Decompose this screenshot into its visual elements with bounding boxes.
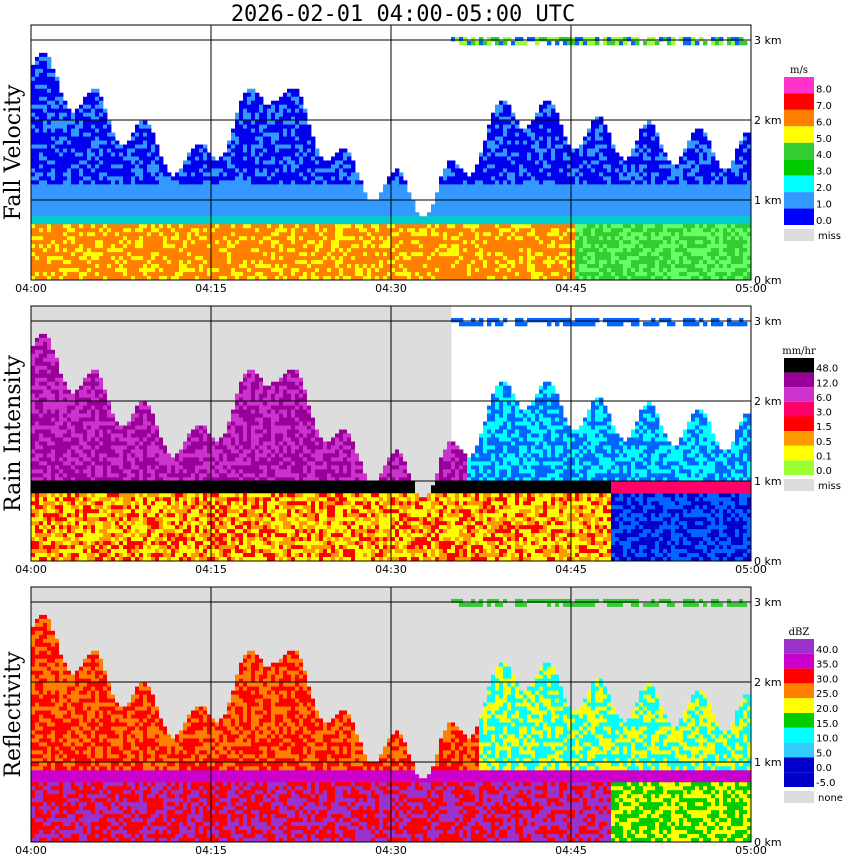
colorbar-swatch — [784, 110, 814, 126]
y-tick-label: 3 km — [754, 596, 782, 609]
colorbar-swatch — [784, 402, 814, 417]
colorbar-label: 15.0 — [816, 719, 838, 730]
colorbar-swatch — [784, 387, 814, 402]
figure-title: 2026-02-01 04:00-05:00 UTC — [231, 2, 575, 27]
y-tick-label: 1 km — [754, 194, 782, 207]
colorbar-label: 48.0 — [816, 364, 838, 375]
panel-1: 04:00 04:15 04:30 04:45 05:000 km1 km2 km3 k… — [1, 306, 841, 576]
colorbar-label: 8.0 — [816, 84, 832, 95]
colorbar-swatch — [784, 698, 814, 713]
x-tick-label: 04:00 — [15, 282, 47, 295]
colorbar-missing-swatch — [784, 479, 814, 491]
colorbar-label: 5.0 — [816, 748, 832, 759]
colorbar-label: 30.0 — [816, 674, 838, 685]
y-tick-label: 1 km — [754, 475, 782, 488]
colorbar-label: 5.0 — [816, 134, 832, 145]
colorbar-swatch — [784, 772, 814, 787]
colorbar-swatch — [784, 654, 814, 669]
colorbar-swatch — [784, 176, 814, 192]
colorbar-label: 20.0 — [816, 704, 838, 715]
colorbar-swatch — [784, 358, 814, 373]
colorbar-label: 0.0 — [816, 216, 832, 227]
y-axis-label: Rain Intensity — [1, 354, 26, 511]
colorbar-swatch — [784, 192, 814, 208]
colorbar-swatch — [784, 446, 814, 461]
colorbar-swatch — [784, 728, 814, 743]
colorbar-missing-swatch — [784, 229, 814, 241]
x-tick-label: 04:15 — [195, 563, 227, 576]
colorbar-label: 25.0 — [816, 689, 838, 700]
colorbar-label: 7.0 — [816, 101, 832, 112]
colorbar-swatch — [784, 77, 814, 93]
colorbar-swatch — [784, 743, 814, 758]
x-tick-label: 04:30 — [375, 844, 407, 857]
x-tick-label: 04:45 — [555, 282, 587, 295]
y-axis-label: Reflectivity — [1, 651, 26, 778]
y-tick-label: 0 km — [754, 274, 782, 287]
colorbar-label: 1.5 — [816, 422, 832, 433]
colorbar-label: -5.0 — [816, 778, 836, 789]
colorbar-unit: dBZ — [789, 627, 810, 638]
colorbar-label: 40.0 — [816, 645, 838, 656]
colorbar-swatch — [784, 373, 814, 388]
colorbar-missing-label: none — [818, 793, 843, 804]
colorbar-label: 0.1 — [816, 451, 832, 462]
colorbar-label: 0.5 — [816, 437, 832, 448]
colorbar-swatch — [784, 126, 814, 142]
colorbar-label: 4.0 — [816, 150, 832, 161]
y-tick-label: 2 km — [754, 114, 782, 127]
x-tick-label: 04:30 — [375, 282, 407, 295]
y-tick-label: 2 km — [754, 676, 782, 689]
colorbar-swatch — [784, 159, 814, 175]
colorbar-missing-label: miss — [818, 481, 841, 492]
y-tick-label: 1 km — [754, 756, 782, 769]
colorbar-swatch — [784, 757, 814, 772]
y-tick-label: 2 km — [754, 395, 782, 408]
y-tick-label: 3 km — [754, 315, 782, 328]
panel-0: 04:00 04:15 04:30 04:45 05:000 km1 km2 km3 k… — [1, 25, 841, 295]
colorbar-swatch — [784, 431, 814, 446]
colorbar-label: 35.0 — [816, 660, 838, 671]
x-tick-label: 04:15 — [195, 282, 227, 295]
x-tick-label: 04:00 — [15, 563, 47, 576]
colorbar-swatch — [784, 683, 814, 698]
x-tick-label: 04:45 — [555, 844, 587, 857]
y-tick-label: 0 km — [754, 555, 782, 568]
y-tick-label: 3 km — [754, 34, 782, 47]
colorbar-swatch — [784, 209, 814, 225]
colorbar-label: 0.0 — [816, 763, 832, 774]
colorbar-swatch — [784, 639, 814, 654]
colorbar-label: 1.0 — [816, 200, 832, 211]
colorbar-unit: m/s — [790, 65, 808, 76]
colorbar-swatch — [784, 93, 814, 109]
colorbar-missing-swatch — [784, 791, 814, 803]
colorbar-label: 3.0 — [816, 408, 832, 419]
colorbar-label: 3.0 — [816, 167, 832, 178]
panel-2: 04:00 04:15 04:30 04:45 05:000 km1 km2 km3 k… — [1, 587, 843, 857]
colorbar-label: 12.0 — [816, 378, 838, 389]
colorbar-swatch — [784, 713, 814, 728]
y-axis-label: Fall Velocity — [1, 84, 26, 220]
colorbar-label: 6.0 — [816, 117, 832, 128]
x-tick-label: 04:00 — [15, 844, 47, 857]
colorbar-swatch — [784, 460, 814, 475]
colorbar-label: 6.0 — [816, 393, 832, 404]
x-tick-label: 04:30 — [375, 563, 407, 576]
x-tick-label: 04:45 — [555, 563, 587, 576]
x-tick-label: 04:15 — [195, 844, 227, 857]
colorbar-label: 2.0 — [816, 183, 832, 194]
y-tick-label: 0 km — [754, 836, 782, 849]
colorbar-label: 10.0 — [816, 734, 838, 745]
colorbar-swatch — [784, 417, 814, 432]
colorbar-unit: mm/hr — [782, 346, 816, 357]
colorbar-swatch — [784, 669, 814, 684]
colorbar-label: 0.0 — [816, 466, 832, 477]
colorbar-missing-label: miss — [818, 231, 841, 242]
colorbar-swatch — [784, 143, 814, 159]
